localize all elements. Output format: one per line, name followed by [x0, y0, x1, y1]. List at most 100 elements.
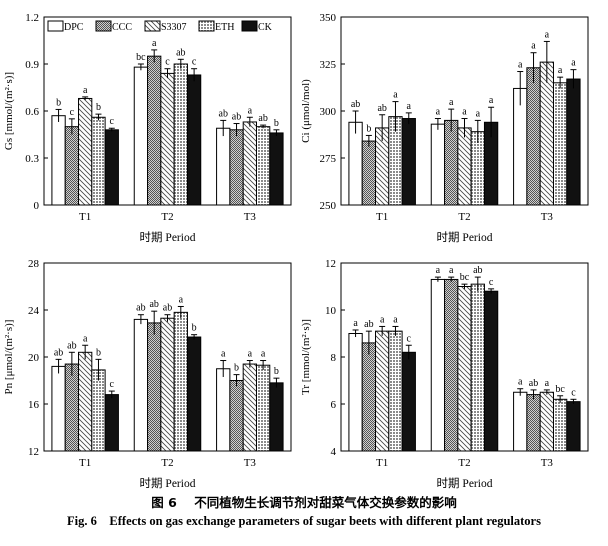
- significance-letter: c: [571, 387, 576, 398]
- bar-ccc-t1: [361, 342, 377, 452]
- significance-letter: a: [545, 29, 550, 40]
- legend-swatch-eth: [198, 20, 215, 32]
- bar-eth-t1: [91, 116, 106, 206]
- bar-dpc-t2: [430, 123, 446, 206]
- significance-letter: b: [274, 366, 279, 377]
- x-tick-label: T2: [458, 457, 470, 469]
- x-tick-label: T3: [244, 211, 257, 223]
- x-tick-label: T3: [244, 457, 257, 469]
- bar-dpc-t2: [133, 318, 149, 452]
- significance-letter: b: [274, 118, 279, 129]
- y-tick-label: 12: [28, 446, 39, 458]
- bar-eth-t3: [255, 364, 271, 452]
- significance-letter: ab: [136, 303, 145, 314]
- y-axis-label: Pn [μmol/(m²·s)]: [3, 320, 15, 395]
- x-axis-label: 时期 Period: [437, 477, 493, 490]
- legend-swatch-dpc: [47, 20, 64, 32]
- y-axis-label: Tr [mmol/(m²·s)]: [300, 319, 312, 395]
- bar-ccc-t3: [526, 67, 541, 206]
- bar-eth-t2: [173, 311, 188, 452]
- bar-s3307-t2: [457, 127, 472, 206]
- significance-letter: ab: [529, 378, 538, 389]
- significance-letter: c: [165, 57, 170, 68]
- significance-letter: a: [436, 265, 441, 276]
- y-tick-label: 250: [320, 200, 337, 212]
- bar-ccc-t2: [444, 119, 459, 206]
- bar-s3307-t3: [242, 363, 257, 452]
- x-tick-label: T3: [541, 211, 554, 223]
- significance-letter: a: [518, 377, 523, 388]
- bar-ccc-t2: [444, 278, 459, 452]
- y-axis-label: Gs [mmol/(m²·s)]: [3, 72, 15, 150]
- bar-dpc-t1: [51, 115, 66, 206]
- y-tick-label: 4: [331, 446, 337, 458]
- y-tick-label: 12: [325, 258, 336, 270]
- caption-en-label: Fig. 6: [67, 514, 97, 528]
- y-tick-label: 24: [28, 305, 40, 317]
- bar-dpc-t1: [348, 121, 363, 206]
- significance-letter: c: [192, 57, 197, 68]
- significance-letter: a: [545, 378, 550, 389]
- significance-letter: a: [476, 108, 481, 119]
- bar-ccc-t2: [147, 322, 162, 452]
- chart-panel-3: 12 16 20 24 28 Pn [μmol/(m²·s)] 时期 Period T1 T2 T…: [3, 258, 292, 490]
- x-tick-label: T1: [376, 211, 388, 223]
- significance-letter: a: [179, 294, 184, 305]
- bar-s3307-t2: [457, 286, 472, 452]
- significance-letter: bc: [136, 52, 146, 63]
- significance-letter: a: [518, 60, 523, 71]
- significance-letter: c: [70, 107, 75, 118]
- legend-swatch-s3307: [144, 20, 161, 32]
- y-tick-label: 300: [320, 106, 337, 118]
- bar-s3307-t2: [160, 317, 175, 452]
- y-tick-label: 325: [320, 59, 337, 71]
- bar-s3307-t1: [375, 330, 390, 452]
- significance-letter: bc: [460, 272, 470, 283]
- y-tick-label: 20: [28, 352, 40, 364]
- significance-letter: a: [261, 349, 266, 360]
- chart-panel-1: 0 0.3 0.6 0.9 1.2 Gs [mmol/(m²·s)] 时期 Period T1…: [3, 12, 292, 244]
- caption-cn-label: 图 6: [151, 495, 177, 510]
- x-tick-label: T1: [376, 457, 388, 469]
- bar-eth-t3: [552, 398, 568, 452]
- significance-letter: c: [110, 379, 115, 390]
- significance-letter: ab: [232, 112, 241, 123]
- x-axis-label: 时期 Period: [140, 477, 196, 490]
- bar-dpc-t3: [513, 87, 528, 206]
- y-tick-label: 0: [34, 200, 40, 212]
- x-tick-label: T2: [161, 457, 173, 469]
- bar-ccc-t1: [361, 140, 377, 206]
- x-tick-label: T1: [79, 211, 91, 223]
- significance-letter: ab: [364, 319, 373, 330]
- significance-letter: ab: [258, 113, 267, 124]
- bar-eth-t3: [552, 82, 568, 206]
- significance-letter: ab: [149, 299, 158, 310]
- bar-ccc-t2: [147, 55, 162, 206]
- significance-letter: b: [96, 102, 101, 113]
- legend-label-ccc: CCC: [112, 22, 132, 33]
- significance-letter: a: [449, 97, 454, 108]
- significance-letter: a: [436, 107, 441, 118]
- bar-ck-t1: [104, 129, 119, 206]
- legend-label-eth: ETH: [215, 22, 234, 33]
- y-tick-label: 350: [320, 12, 337, 24]
- y-tick-label: 8: [331, 352, 337, 364]
- caption-cn-text: 不同植物生长调节剂对甜菜气体交换参数的影响: [194, 495, 457, 510]
- bar-dpc-t1: [51, 365, 66, 452]
- legend-label-s3307: S3307: [161, 22, 187, 33]
- legend-label-ck: CK: [258, 22, 273, 33]
- bar-ck-t3: [269, 132, 284, 206]
- x-tick-label: T2: [161, 211, 173, 223]
- caption-en: Fig. 6 Effects on gas exchange parameter…: [0, 514, 608, 529]
- significance-letter: ab: [351, 99, 360, 110]
- bar-dpc-t1: [348, 333, 363, 452]
- x-axis-label: 时期 Period: [437, 231, 493, 244]
- y-tick-label: 275: [320, 153, 337, 165]
- y-axis-label: Ci (μmol/mol): [300, 79, 312, 143]
- bar-ck-t1: [401, 118, 416, 206]
- bar-eth-t3: [255, 126, 271, 206]
- bar-dpc-t3: [513, 391, 528, 452]
- legend-swatch-ck: [241, 20, 258, 32]
- bar-ccc-t1: [64, 363, 80, 452]
